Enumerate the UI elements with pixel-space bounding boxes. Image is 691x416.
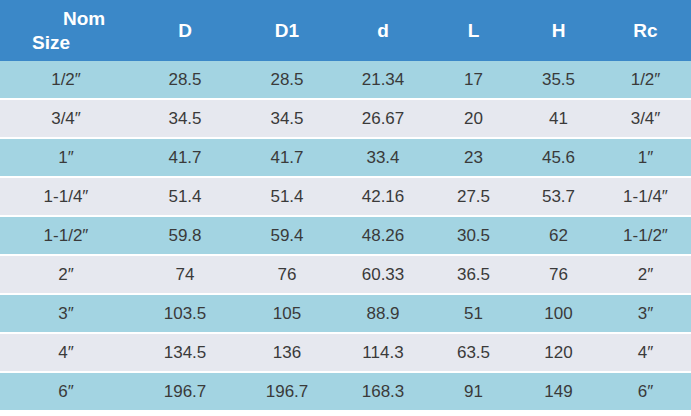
column-header-d: d	[336, 0, 430, 61]
cell-d-row1: 21.34	[336, 61, 430, 99]
cell-nom-size-row1: 1/2″	[0, 61, 132, 99]
cell-d-row8: 114.3	[336, 333, 430, 372]
cell-nom-size-row5: 1-1/2″	[0, 216, 132, 255]
cell-rc-row2: 3/4″	[600, 99, 691, 138]
cell-d1-row8: 136	[238, 333, 336, 372]
cell-rc-row8: 4″	[600, 333, 691, 372]
cell-d1-row9: 196.7	[238, 372, 336, 411]
cell-h-row1: 35.5	[517, 61, 600, 99]
cell-d1-row2: 34.5	[238, 99, 336, 138]
table-row-1-1-4: 1-1/4″51.451.442.1627.553.71-1/4″	[0, 177, 691, 216]
table-body: 1/2″28.528.521.341735.51/2″3/4″34.534.52…	[0, 61, 691, 411]
cell-d-row5: 59.8	[132, 216, 238, 255]
cell-d1-row7: 105	[238, 294, 336, 333]
cell-l-row8: 63.5	[430, 333, 517, 372]
cell-l-row1: 17	[430, 61, 517, 99]
cell-d-row7: 103.5	[132, 294, 238, 333]
cell-d-row1: 28.5	[132, 61, 238, 99]
column-header-d1: D1	[238, 0, 336, 61]
cell-d1-row4: 51.4	[238, 177, 336, 216]
cell-h-row4: 53.7	[517, 177, 600, 216]
cell-h-row6: 76	[517, 255, 600, 294]
column-header-nom-size: Nom Size	[0, 0, 132, 61]
cell-d1-row1: 28.5	[238, 61, 336, 99]
cell-nom-size-row3: 1″	[0, 138, 132, 177]
cell-d-row7: 88.9	[336, 294, 430, 333]
cell-rc-row4: 1-1/4″	[600, 177, 691, 216]
cell-nom-size-row8: 4″	[0, 333, 132, 372]
cell-d-row8: 134.5	[132, 333, 238, 372]
column-header-rc: Rc	[600, 0, 691, 61]
cell-nom-size-row2: 3/4″	[0, 99, 132, 138]
cell-h-row3: 45.6	[517, 138, 600, 177]
table-row-1-1-2: 1-1/2″59.859.448.2630.5621-1/2″	[0, 216, 691, 255]
cell-h-row7: 100	[517, 294, 600, 333]
cell-h-row9: 149	[517, 372, 600, 411]
cell-d-row6: 74	[132, 255, 238, 294]
table-header: Nom SizeDD1dLHRc	[0, 0, 691, 61]
cell-l-row4: 27.5	[430, 177, 517, 216]
cell-d1-row5: 59.4	[238, 216, 336, 255]
cell-rc-row6: 2″	[600, 255, 691, 294]
table-row-4: 4″134.5136114.363.51204″	[0, 333, 691, 372]
table-row-6: 6″196.7196.7168.3911496″	[0, 372, 691, 411]
cell-d-row3: 33.4	[336, 138, 430, 177]
dimension-table-screen: Nom SizeDD1dLHRc 1/2″28.528.521.341735.5…	[0, 0, 691, 416]
cell-rc-row1: 1/2″	[600, 61, 691, 99]
column-header-l: L	[430, 0, 517, 61]
cell-d-row4: 42.16	[336, 177, 430, 216]
table-row-2: 2″747660.3336.5762″	[0, 255, 691, 294]
cell-l-row7: 51	[430, 294, 517, 333]
cell-rc-row9: 6″	[600, 372, 691, 411]
cell-rc-row3: 1″	[600, 138, 691, 177]
cell-l-row3: 23	[430, 138, 517, 177]
cell-rc-row7: 3″	[600, 294, 691, 333]
cell-nom-size-row6: 2″	[0, 255, 132, 294]
cell-d-row5: 48.26	[336, 216, 430, 255]
cell-l-row6: 36.5	[430, 255, 517, 294]
cell-nom-size-row9: 6″	[0, 372, 132, 411]
column-header-h: H	[517, 0, 600, 61]
cell-h-row2: 41	[517, 99, 600, 138]
cell-rc-row5: 1-1/2″	[600, 216, 691, 255]
cell-l-row2: 20	[430, 99, 517, 138]
cell-l-row5: 30.5	[430, 216, 517, 255]
cell-nom-size-row7: 3″	[0, 294, 132, 333]
cell-d1-row6: 76	[238, 255, 336, 294]
cell-nom-size-row4: 1-1/4″	[0, 177, 132, 216]
cell-h-row8: 120	[517, 333, 600, 372]
cell-d-row2: 26.67	[336, 99, 430, 138]
cell-d-row9: 168.3	[336, 372, 430, 411]
cell-h-row5: 62	[517, 216, 600, 255]
cell-d-row3: 41.7	[132, 138, 238, 177]
cell-d-row4: 51.4	[132, 177, 238, 216]
table-row-1-2: 1/2″28.528.521.341735.51/2″	[0, 61, 691, 99]
pipe-dimensions-table: Nom SizeDD1dLHRc 1/2″28.528.521.341735.5…	[0, 0, 691, 412]
cell-d-row9: 196.7	[132, 372, 238, 411]
table-row-3-4: 3/4″34.534.526.6720413/4″	[0, 99, 691, 138]
table-row-3: 3″103.510588.9511003″	[0, 294, 691, 333]
header-row: Nom SizeDD1dLHRc	[0, 0, 691, 61]
column-header-d: D	[132, 0, 238, 61]
cell-d-row6: 60.33	[336, 255, 430, 294]
cell-d-row2: 34.5	[132, 99, 238, 138]
cell-l-row9: 91	[430, 372, 517, 411]
cell-d1-row3: 41.7	[238, 138, 336, 177]
table-row-1: 1″41.741.733.42345.61″	[0, 138, 691, 177]
